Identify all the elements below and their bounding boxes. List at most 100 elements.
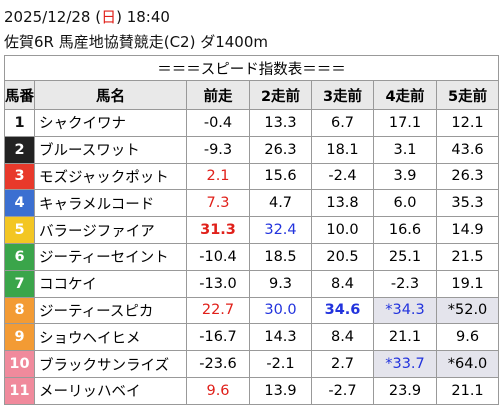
date: 2025/12/28 ( <box>4 8 102 26</box>
score: 13.9 <box>249 376 312 405</box>
score: 14.3 <box>249 323 312 352</box>
score: 9.3 <box>249 269 312 298</box>
column-header: 3走前 <box>311 80 374 110</box>
column-header: 2走前 <box>249 80 312 110</box>
score: 12.1 <box>435 109 500 137</box>
race-title: 佐賀6R 馬産地協賛競走(C2) ダ1400m <box>4 33 269 51</box>
horse-name: ブルースワット <box>34 135 187 164</box>
score: 30.0 <box>249 296 312 325</box>
score: 15.6 <box>249 162 312 191</box>
score: 21.1 <box>373 323 437 352</box>
score: 31.3 <box>186 216 250 244</box>
score: -2.3 <box>373 269 437 298</box>
horse-row: 7 ココケイ -13.0 9.3 8.4 -2.3 19.1 <box>4 269 500 298</box>
horse-row: 11 メーリッハベイ 9.6 13.9 -2.7 23.9 21.1 <box>4 376 500 405</box>
horse-name: モズジャックポット <box>34 162 187 191</box>
score: 4.7 <box>249 189 312 218</box>
score: -9.3 <box>186 135 250 164</box>
horse-row: 1 シャクイワナ -0.4 13.3 6.7 17.1 12.1 <box>4 109 500 137</box>
score: 21.5 <box>435 242 500 271</box>
horse-name: キャラメルコード <box>34 189 187 218</box>
column-header: 馬名 <box>34 80 187 110</box>
score: 25.1 <box>373 242 437 271</box>
horse-number: 2 <box>4 135 35 164</box>
column-header: 4走前 <box>373 80 437 110</box>
score: -2.7 <box>311 376 374 405</box>
score: 9.6 <box>435 323 500 352</box>
score: -13.0 <box>186 269 250 298</box>
horse-number: 5 <box>4 216 35 244</box>
horse-row: 9 ショウヘイヒメ -16.7 14.3 8.4 21.1 9.6 <box>4 323 500 352</box>
speed-table: ＝＝＝スピード指数表＝＝＝ 馬番 馬名 前走 2走前 3走前 4走前 5走前 1 シャクイワナ… <box>3 55 500 405</box>
score: 2.7 <box>311 350 374 378</box>
horse-name: ショウヘイヒメ <box>34 323 187 352</box>
score: *33.7 <box>373 350 437 378</box>
header-row: 馬番 馬名 前走 2走前 3走前 4走前 5走前 <box>4 80 500 110</box>
score: 8.4 <box>311 269 374 298</box>
score: 13.8 <box>311 189 374 218</box>
score: -0.4 <box>186 109 250 137</box>
score: 13.3 <box>249 109 312 137</box>
score: 14.9 <box>435 216 500 244</box>
score: 9.6 <box>186 376 250 405</box>
score: -16.7 <box>186 323 250 352</box>
score: 17.1 <box>373 109 437 137</box>
score: 26.3 <box>435 162 500 191</box>
horse-row: 5 バラージファイア 31.3 32.4 10.0 16.6 14.9 <box>4 216 500 244</box>
horse-row: 6 ジーティーセイント -10.4 18.5 20.5 25.1 21.5 <box>4 242 500 271</box>
horse-number: 1 <box>4 109 35 137</box>
column-header: 5走前 <box>435 80 500 110</box>
horse-row: 2 ブルースワット -9.3 26.3 18.1 3.1 43.6 <box>4 135 500 164</box>
score: -2.1 <box>249 350 312 378</box>
score: 6.0 <box>373 189 437 218</box>
table-body: 1 シャクイワナ -0.4 13.3 6.7 17.1 12.1 2 ブルースワット -9.3 26… <box>4 109 500 405</box>
horse-number: 11 <box>4 376 35 405</box>
score: 7.3 <box>186 189 250 218</box>
date-line: 2025/12/28 (日) 18:40 <box>4 6 170 27</box>
horse-number: 8 <box>4 296 35 325</box>
horse-number: 6 <box>4 242 35 271</box>
horse-name: メーリッハベイ <box>34 376 187 405</box>
table-title: ＝＝＝スピード指数表＝＝＝ <box>3 55 500 81</box>
horse-name: バラージファイア <box>34 216 187 244</box>
score: 26.3 <box>249 135 312 164</box>
score: 16.6 <box>373 216 437 244</box>
horse-row: 4 キャラメルコード 7.3 4.7 13.8 6.0 35.3 <box>4 189 500 218</box>
horse-number: 4 <box>4 189 35 218</box>
column-header: 前走 <box>186 80 250 110</box>
weekday: 日 <box>101 8 117 26</box>
horse-name: シャクイワナ <box>34 109 187 137</box>
score: -23.6 <box>186 350 250 378</box>
horse-row: 10 ブラックサンライズ -23.6 -2.1 2.7 *33.7 *64.0 <box>4 350 500 378</box>
score: 3.9 <box>373 162 437 191</box>
score: 43.6 <box>435 135 500 164</box>
horse-row: 8 ジーティースピカ 22.7 30.0 34.6 *34.3 *52.0 <box>4 296 500 325</box>
horse-number: 7 <box>4 269 35 298</box>
horse-number: 9 <box>4 323 35 352</box>
horse-number: 10 <box>4 350 35 378</box>
score: 20.5 <box>311 242 374 271</box>
score: 35.3 <box>435 189 500 218</box>
score: 8.4 <box>311 323 374 352</box>
score: *34.3 <box>373 296 437 325</box>
score: 34.6 <box>311 296 374 325</box>
score: 18.5 <box>249 242 312 271</box>
score: 23.9 <box>373 376 437 405</box>
score: -2.4 <box>311 162 374 191</box>
score: 32.4 <box>249 216 312 244</box>
time: ) 18:40 <box>116 8 170 26</box>
score: -10.4 <box>186 242 250 271</box>
horse-name: ジーティーセイント <box>34 242 187 271</box>
score: 2.1 <box>186 162 250 191</box>
horse-number: 3 <box>4 162 35 191</box>
horse-name: ブラックサンライズ <box>34 350 187 378</box>
score: 6.7 <box>311 109 374 137</box>
horse-name: ジーティースピカ <box>34 296 187 325</box>
score: 10.0 <box>311 216 374 244</box>
score: 21.1 <box>435 376 500 405</box>
score: 19.1 <box>435 269 500 298</box>
horse-row: 3 モズジャックポット 2.1 15.6 -2.4 3.9 26.3 <box>4 162 500 191</box>
score: *64.0 <box>435 350 500 378</box>
score: 18.1 <box>311 135 374 164</box>
